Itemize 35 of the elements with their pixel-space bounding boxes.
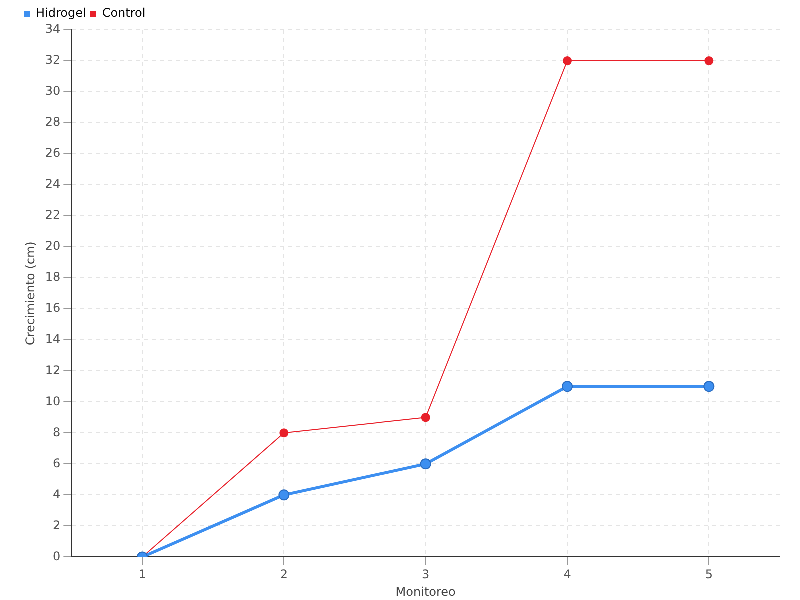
point (704, 56, 714, 66)
x-tick-label: 3 (422, 568, 430, 582)
y-tick-label: 14 (45, 332, 61, 346)
y-tick-label: 8 (53, 425, 61, 440)
point (278, 490, 290, 501)
point (704, 381, 715, 392)
x-tick-label: 1 (138, 568, 146, 582)
y-tick-label: 26 (45, 146, 61, 160)
point (421, 413, 430, 422)
point (420, 458, 432, 470)
y-tick-label: 24 (45, 177, 61, 192)
y-tick-label: 6 (53, 456, 61, 470)
y-tick-label: 16 (45, 301, 61, 316)
y-tick-label: 30 (45, 84, 61, 98)
y-tick-label: 4 (53, 487, 61, 502)
y-tick-label: 12 (45, 363, 61, 378)
y-tick-label: 28 (45, 115, 61, 130)
x-tick-label: 4 (564, 568, 572, 582)
x-axis-title: Monitoreo (396, 584, 456, 599)
x-tick-label: 5 (705, 568, 713, 582)
y-axis-title: Crecimiento (cm) (23, 242, 38, 346)
y-tick-label: 0 (53, 549, 61, 564)
point (563, 56, 572, 66)
y-tick-label: 2 (53, 518, 61, 532)
point (562, 381, 573, 392)
y-tick-label: 10 (45, 394, 61, 408)
legend-label: Control (102, 6, 146, 20)
y-tick-label: 34 (45, 22, 61, 36)
y-tick-label: 22 (45, 208, 61, 222)
point (280, 428, 289, 438)
x-tick-label: 2 (280, 568, 288, 582)
y-tick-label: 20 (45, 239, 61, 254)
legend-label: Hidrogel (36, 6, 86, 20)
y-tick-label: 32 (45, 53, 61, 68)
y-tick-label: 18 (45, 270, 61, 284)
